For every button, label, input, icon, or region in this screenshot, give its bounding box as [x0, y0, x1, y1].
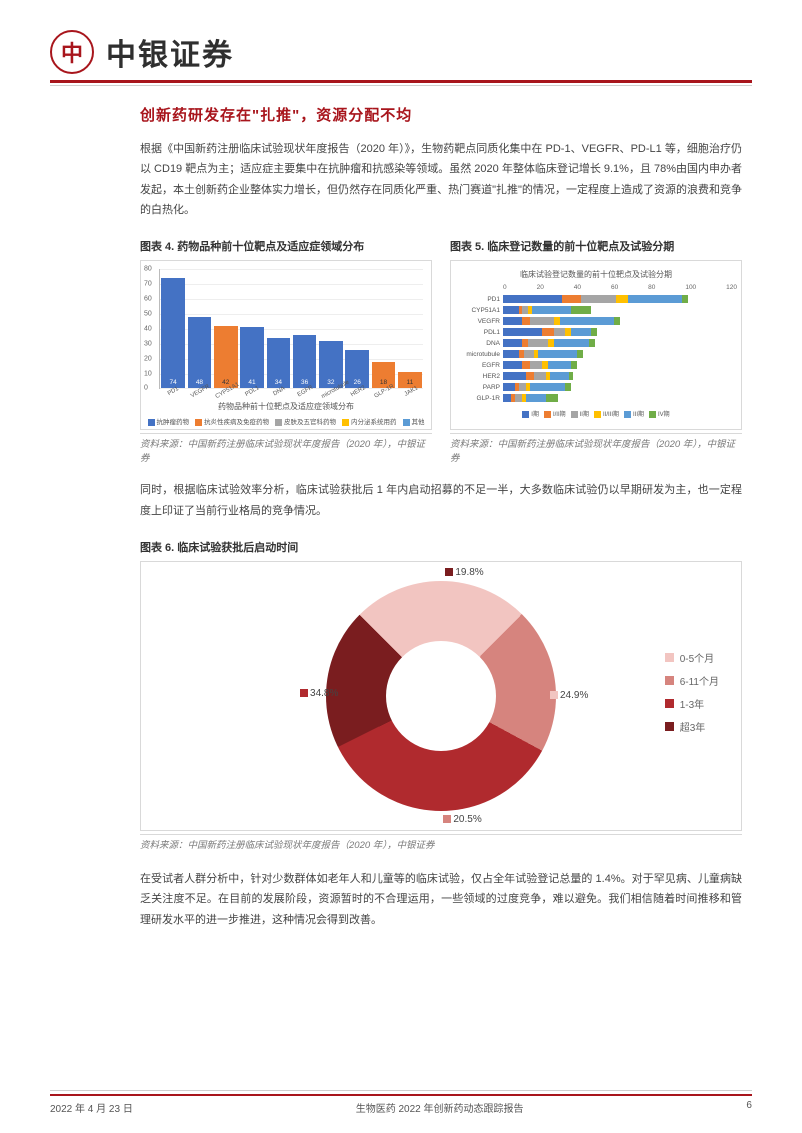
chart4-inner-title: 药物品种前十位靶点及适应症领域分布 [145, 401, 427, 412]
company-logo: 中 [50, 30, 94, 74]
chart-6: 图表 6. 临床试验获批后启动时间 24.9%20.5%34.8%19.8% 0… [140, 539, 742, 851]
chart5-rows: PD1CYP51A1VEGFRPDL1DNAmicrotubuleEGFRHER… [455, 294, 737, 403]
page-header: 中 中银证券 [50, 30, 752, 74]
chart-4: 图表 4. 药物品种前十位靶点及适应症领域分布 0102030405060708… [140, 238, 432, 464]
paragraph-1: 根据《中国新药注册临床试验现状年度报告（2020 年）》，生物药靶点同质化集中在… [140, 139, 742, 220]
chart6-source: 资料来源：中国新药注册临床试验现状年度报告（2020 年），中银证券 [140, 834, 742, 851]
chart4-source: 资料来源：中国新药注册临床试验现状年度报告（2020 年），中银证券 [140, 433, 432, 464]
footer-page: 6 [746, 1100, 752, 1115]
paragraph-3: 在受试者人群分析中，针对少数群体如老年人和儿童等的临床试验，仅占全年试验登记总量… [140, 869, 742, 930]
chart6-legend: 0-5个月6-11个月1-3年超3年 [665, 650, 719, 742]
footer-date: 2022 年 4 月 23 日 [50, 1100, 133, 1115]
section-title: 创新药研发存在"扎推"，资源分配不均 [140, 104, 752, 125]
chart5-frame: 临床试验登记数量的前十位靶点及试验分期 020406080100120 PD1C… [450, 260, 742, 430]
chart6-frame: 24.9%20.5%34.8%19.8% 0-5个月6-11个月1-3年超3年 [140, 561, 742, 831]
donut-hole [386, 641, 496, 751]
footer-red-rule [50, 1094, 752, 1096]
charts-row: 图表 4. 药物品种前十位靶点及适应症领域分布 0102030405060708… [140, 238, 742, 464]
paragraph-2: 同时，根据临床试验效率分析，临床试验获批后 1 年内启动招募的不足一半，大多数临… [140, 480, 742, 521]
chart5-inner-title: 临床试验登记数量的前十位靶点及试验分期 [455, 269, 737, 280]
chart6-caption: 图表 6. 临床试验获批后启动时间 [140, 539, 742, 555]
chart5-xaxis: 020406080100120 [503, 284, 737, 294]
header-grey-rule [50, 85, 752, 86]
company-name: 中银证券 [106, 30, 234, 74]
chart5-caption: 图表 5. 临床登记数量的前十位靶点及试验分期 [450, 238, 742, 254]
chart4-caption: 图表 4. 药物品种前十位靶点及适应症领域分布 [140, 238, 432, 254]
chart6-donut: 24.9%20.5%34.8%19.8% [326, 581, 556, 811]
chart4-frame: 0102030405060708074484241343632261811 PD… [140, 260, 432, 430]
footer-doc: 生物医药 2022 年创新药动态跟踪报告 [356, 1100, 524, 1115]
header-red-rule [50, 80, 752, 83]
chart-5: 图表 5. 临床登记数量的前十位靶点及试验分期 临床试验登记数量的前十位靶点及试… [450, 238, 742, 464]
chart4-legend: 抗肿瘤药物抗炎性疾病及免疫药物皮肤及五官科药物内分泌系统用药其他 [145, 416, 427, 426]
chart4-plot-area: 0102030405060708074484241343632261811 [159, 269, 423, 389]
page-footer: 2022 年 4 月 23 日 生物医药 2022 年创新药动态跟踪报告 6 [50, 1090, 752, 1115]
chart4-xlabels: PD1VEGFRCYP51A1PDL1DNAEGFRmicrotubuleHER… [159, 389, 423, 395]
chart5-source: 资料来源：中国新药注册临床试验现状年度报告（2020 年），中银证券 [450, 433, 742, 464]
chart5-legend: I期I/II期II期II/III期III期IV期 [455, 409, 737, 418]
logo-glyph: 中 [61, 36, 83, 68]
